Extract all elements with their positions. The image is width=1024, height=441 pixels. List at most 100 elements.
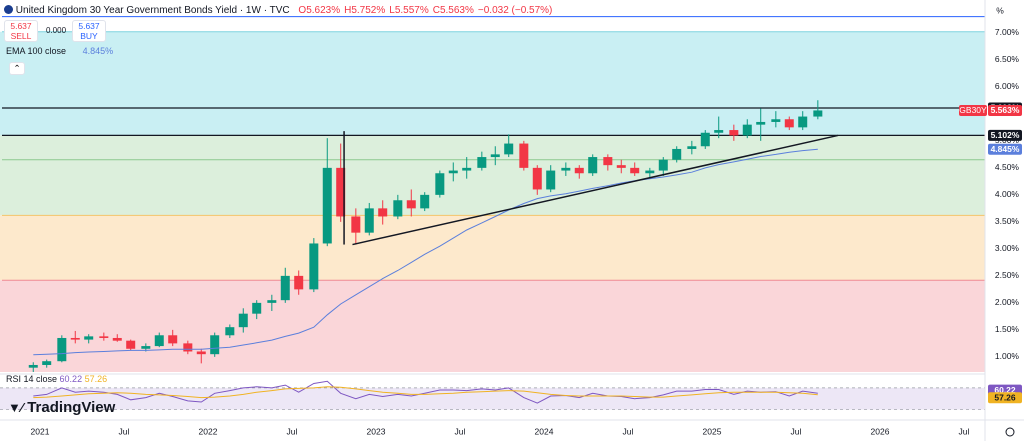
candle-body (351, 216, 361, 233)
candle-body (364, 208, 374, 233)
candle-body (154, 335, 164, 347)
ohlc-value: O5.623% (298, 5, 341, 16)
candle-body (84, 336, 94, 340)
buy-label: BUY (80, 31, 98, 41)
rsi-value-label: 57.26 (994, 393, 1016, 403)
ema-legend[interactable]: EMA 100 close 4.845% (6, 45, 113, 57)
rsi-legend[interactable]: RSI 14 close 60.22 57.26 (6, 373, 107, 385)
candle-body (70, 337, 80, 340)
rsi-value-label-box (988, 392, 1022, 404)
candle-body (406, 200, 416, 209)
rsi-line (33, 380, 818, 404)
unit-label: % (996, 5, 1004, 15)
candle-body (546, 170, 556, 190)
candle-body (225, 327, 235, 336)
symbol-box (959, 104, 987, 116)
candle-body (658, 159, 668, 171)
sell-label: SELL (10, 31, 32, 41)
x-tick-label: 2026 (871, 426, 890, 436)
x-tick-label: Jul (287, 426, 298, 436)
candle-body (756, 121, 766, 125)
candle-body (336, 167, 346, 217)
rsi-value-label: 60.22 (994, 385, 1016, 395)
candle-body (448, 170, 458, 174)
candle-body (813, 110, 823, 117)
y-tick-label: 4.50% (995, 162, 1020, 172)
candle-body (183, 343, 193, 352)
y-tick-label: 7.00% (995, 27, 1020, 37)
candle-body (645, 170, 655, 174)
candle-body (168, 335, 178, 344)
ema-value-label: 4.845% (991, 144, 1020, 154)
zone (0, 280, 985, 372)
chart-title: United Kingdom 30 Year Government Bonds … (15, 5, 290, 16)
candle-body (700, 132, 710, 147)
y-tick-label: 3.00% (995, 243, 1020, 253)
ohlc: O5.623% H5.752% L5.557% C5.563% −0.032 (−0.5… (298, 5, 556, 16)
ohlc-value: L5.557% (389, 5, 429, 16)
candle-body (462, 167, 472, 171)
y-tick-label: 4.00% (995, 189, 1020, 199)
ohlc-value: C5.563% (432, 5, 474, 16)
candle-body (477, 157, 487, 168)
candle-body (141, 346, 151, 349)
candle-body (616, 165, 626, 168)
buy-button[interactable]: 5.637 BUY (72, 20, 106, 42)
x-tick-label: 2025 (703, 426, 722, 436)
candle-body (798, 116, 808, 128)
last-price-label-box (988, 104, 1022, 116)
last-price-label: 5.563% (991, 105, 1020, 115)
line-value-label-box (988, 129, 1022, 141)
rsi-value: 60.22 (59, 374, 83, 384)
candle-body (672, 148, 682, 160)
candle-body (490, 154, 500, 158)
zone (0, 215, 985, 281)
candle-body (267, 300, 277, 303)
header: United Kingdom 30 Year Government Bonds … (4, 5, 556, 17)
candle-body (519, 143, 529, 168)
zone (0, 31, 985, 136)
candle-body (742, 124, 752, 136)
flag-icon (4, 5, 13, 14)
candle-body (238, 313, 248, 328)
buy-price: 5.637 (78, 21, 100, 31)
y-tick-label: 3.50% (995, 216, 1020, 226)
ema-value-label-box (988, 143, 1022, 155)
sell-button[interactable]: 5.637 SELL (4, 20, 38, 42)
candle-body (42, 361, 52, 365)
candle-body (561, 167, 571, 171)
time-axis (0, 420, 1024, 441)
candle-body (112, 337, 122, 341)
rsi-title: RSI 14 close (6, 374, 58, 384)
settings-icon (1005, 427, 1015, 437)
candle-body (196, 351, 206, 355)
candle-body (784, 119, 794, 128)
x-tick-label: 2023 (367, 426, 386, 436)
candle-body (435, 173, 445, 195)
ohlc-value: −0.032 (−0.57%) (477, 5, 553, 16)
trend-line (352, 134, 839, 246)
ohlc-value: H5.752% (344, 5, 386, 16)
x-tick-label: Jul (623, 426, 634, 436)
x-tick-label: 2024 (535, 426, 554, 436)
collapse-button[interactable]: ⌃ (9, 62, 25, 75)
candle-body (603, 157, 613, 166)
candle-body (393, 200, 403, 217)
candle-body (126, 340, 136, 349)
y-tick-label: 1.50% (995, 324, 1020, 334)
x-tick-label: 2022 (199, 426, 218, 436)
x-tick-label: Jul (791, 426, 802, 436)
candle-body (532, 167, 542, 190)
ema-name: EMA 100 close (6, 46, 67, 56)
candle-body (309, 243, 319, 290)
candle-body (420, 194, 430, 209)
x-tick-label: Jul (959, 426, 970, 436)
y-tick-label: 2.50% (995, 270, 1020, 280)
ema-line (33, 148, 818, 356)
candle-body (504, 143, 514, 155)
brand-name: TradingView (27, 399, 116, 416)
candle-body (588, 157, 598, 174)
candle-body (99, 336, 109, 338)
